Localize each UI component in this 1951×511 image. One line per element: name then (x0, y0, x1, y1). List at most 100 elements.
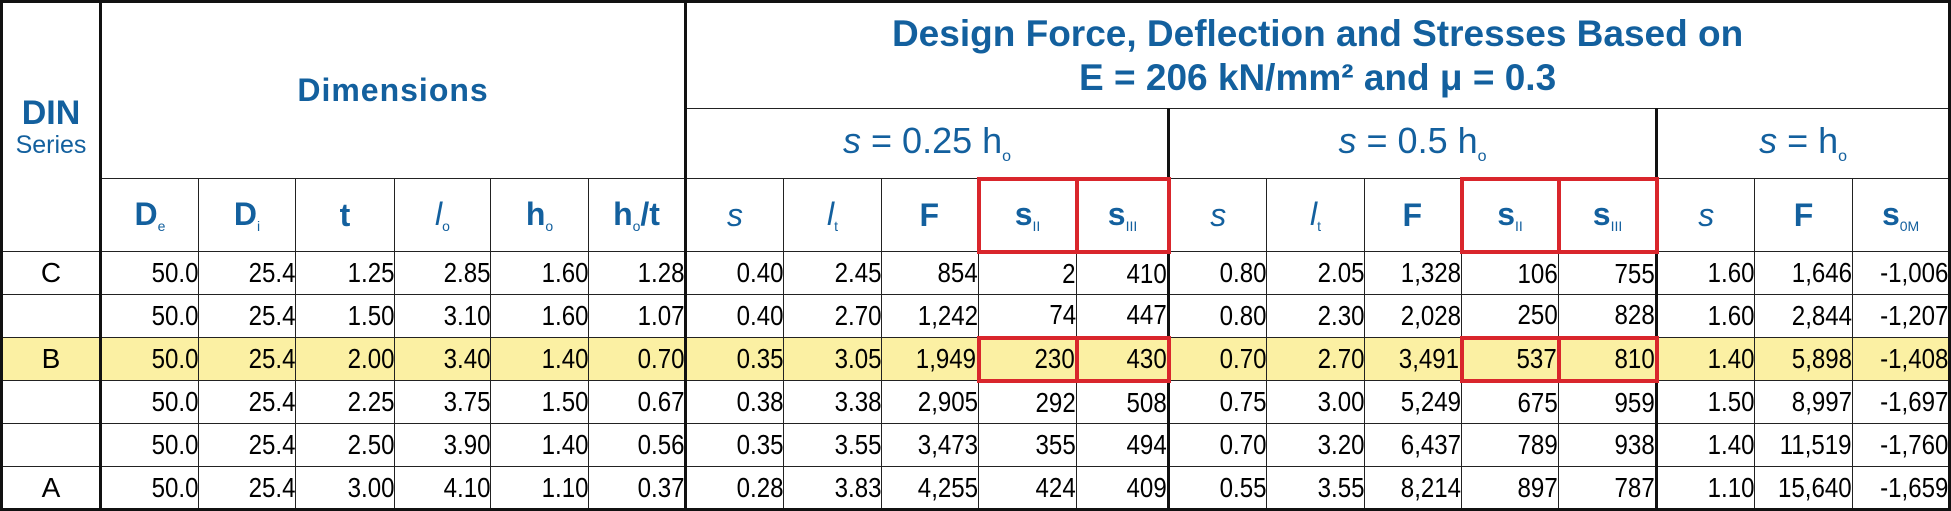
table-cell: 1.40 (1656, 337, 1756, 381)
column-header-7: lt (783, 178, 883, 252)
table-cell: 1.25 (295, 251, 395, 295)
cell-value: 854 (937, 257, 979, 288)
group-header-025: s = 0.25 ho (685, 108, 1171, 179)
cell-value: 50.0 (151, 257, 198, 288)
table-cell: 2.00 (295, 337, 395, 381)
column-header-subscript: 0M (1899, 218, 1920, 234)
cell-value: 5,898 (1791, 343, 1853, 374)
column-header-symbol: s (1698, 196, 1715, 233)
cell-value: 1.07 (637, 300, 685, 331)
table-cell: 537 (1459, 335, 1561, 383)
cell-value: 25.4 (248, 429, 295, 460)
table-cell: -1,760 (1852, 423, 1951, 467)
cell-value: 1.60 (541, 300, 588, 331)
table-cell: 292 (978, 380, 1078, 424)
cell-value: 5,249 (1400, 386, 1462, 417)
series-cell (1, 423, 102, 467)
column-header-11: s (1168, 178, 1268, 252)
table-row: 50.0 25.4 2.50 3.90 1.40 0.56 0.35 3.55 3,473 355… (1, 423, 1951, 467)
cell-value: 409 (1126, 471, 1168, 503)
cell-value: 2 (1062, 257, 1077, 289)
cell-value: 424 (1035, 471, 1077, 503)
cell-value: 0.35 (736, 429, 784, 460)
table-cell: 430 (1074, 335, 1171, 383)
cell-value: 3.40 (443, 343, 490, 374)
table-cell: 410 (1076, 251, 1171, 295)
column-header-symbol: l (435, 196, 443, 232)
table-cell: 1,242 (881, 294, 980, 338)
cell-value: 1.60 (1707, 300, 1755, 331)
cell-value: 938 (1614, 429, 1656, 460)
table-cell: 0.28 (685, 466, 785, 510)
table-cell: 355 (978, 423, 1078, 467)
table-cell: 3.05 (783, 337, 883, 381)
table-row: 50.0 25.4 2.25 3.75 1.50 0.67 0.38 3.38 2,905 292… (1, 380, 1951, 424)
column-header-symbol: F (1402, 196, 1423, 233)
cell-value: 50.0 (151, 471, 198, 503)
group1-s: s (843, 119, 862, 161)
cell-value: 0.80 (1219, 257, 1267, 288)
table-cell: 50.0 (100, 466, 199, 510)
cell-value: 0.40 (736, 300, 784, 331)
table-cell: 1.40 (1656, 423, 1756, 467)
cell-value: 828 (1614, 299, 1656, 331)
table-cell: 0.56 (587, 423, 688, 467)
table-cell: 1.50 (295, 294, 395, 338)
column-header-symbol: s (1107, 196, 1126, 232)
table-cell: 508 (1076, 380, 1171, 424)
table-cell: 0.35 (685, 337, 785, 381)
column-header-15: sIII (1556, 176, 1659, 254)
cell-value: 1.40 (541, 429, 588, 460)
column-header-symbol: D (134, 196, 158, 232)
table-cell: 3.00 (1266, 380, 1366, 424)
column-header-subscript: II (1032, 218, 1041, 234)
cell-value: 15,640 (1778, 471, 1853, 503)
cell-value: 4,255 (917, 471, 979, 503)
table-cell: 0.67 (587, 380, 688, 424)
cell-value: 0.70 (1219, 429, 1267, 460)
table-cell: 1,646 (1754, 251, 1854, 295)
table-row: 50.0 25.4 1.50 3.10 1.60 1.07 0.40 2.70 1,242 74 4… (1, 294, 1951, 338)
design-title-line1: Design Force, Deflection and Stresses Ba… (891, 12, 1744, 54)
column-header-symbol: s (1881, 196, 1900, 232)
table-cell: 25.4 (198, 294, 296, 338)
cell-value: 537 (1516, 343, 1557, 374)
cell-value: 755 (1614, 257, 1656, 289)
cell-value: 2,028 (1400, 300, 1462, 331)
table-cell: 25.4 (198, 380, 296, 424)
cell-value: 2,844 (1791, 300, 1853, 331)
cell-value: 3.00 (1317, 386, 1365, 417)
cell-value: 1.28 (637, 257, 685, 288)
series-cell: C (1, 251, 102, 295)
cell-value: 1.10 (1707, 471, 1755, 503)
column-header-14: sII (1459, 176, 1561, 254)
cell-value: 1.25 (347, 257, 394, 288)
cell-value: 494 (1126, 429, 1168, 460)
cell-value: 25.4 (248, 257, 295, 288)
table-cell: 0.40 (685, 251, 785, 295)
table-cell: 0.55 (1168, 466, 1268, 510)
cell-value: 508 (1126, 386, 1168, 418)
column-header-subscript: o (545, 218, 554, 234)
column-header-17: F (1754, 178, 1854, 252)
column-header-subscript: e (157, 218, 166, 234)
cell-value: 0.35 (736, 343, 784, 374)
table-cell: 959 (1558, 380, 1659, 424)
cell-value: 1.40 (541, 343, 588, 374)
cell-value: 3,491 (1399, 343, 1460, 374)
column-header-1: Di (198, 178, 296, 252)
cell-value: 410 (1126, 257, 1168, 289)
table-cell: 230 (976, 335, 1079, 383)
cell-value: 25.4 (248, 343, 295, 374)
cell-value: 50.0 (151, 429, 198, 460)
cell-value: 3.05 (834, 343, 882, 374)
cell-value: 1,949 (916, 343, 977, 374)
table-cell: 50.0 (100, 380, 199, 424)
cell-value: 787 (1614, 471, 1656, 503)
group2-rest: = 0.5 h (1356, 119, 1478, 161)
column-header-9: sII (976, 176, 1079, 254)
table-cell: 0.70 (1168, 423, 1268, 467)
table-cell: 25.4 (198, 466, 296, 510)
table-cell: 0.37 (587, 466, 688, 510)
table-cell: 3.55 (783, 423, 883, 467)
